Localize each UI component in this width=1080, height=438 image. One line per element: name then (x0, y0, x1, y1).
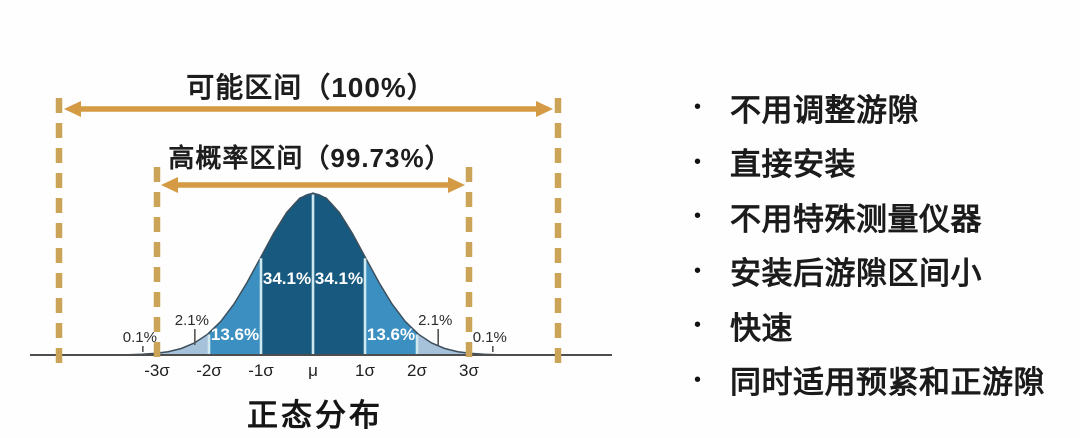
benefit-text: 不用特殊测量仪器 (730, 201, 982, 237)
bullet-icon: • (694, 96, 702, 119)
chart-svg: -3σ -2σ -1σ μ 1σ 2σ 3σ0.1%2.1%13.6%34.1% 34.1%1… (30, 98, 612, 380)
segment-label: 2.1% (175, 312, 209, 329)
bullet-icon: • (694, 259, 702, 282)
list-item: • 直接安装 (680, 135, 1076, 190)
bullet-icon: • (694, 205, 702, 228)
high-probability-interval-arrow-left-arrowhead-icon (161, 177, 178, 193)
x-tick-label: -2σ (196, 361, 222, 380)
curve-segment (417, 333, 469, 355)
possible-interval-label: 可能区间（100%） (186, 72, 436, 103)
x-tick-label: -1σ (248, 361, 274, 380)
list-item: • 安装后游隙区间小 (680, 244, 1076, 299)
x-tick-label: -3σ (144, 361, 170, 380)
benefit-text: 不用调整游隙 (730, 92, 919, 128)
benefit-text: 快速 (730, 310, 793, 346)
bullet-icon: • (694, 150, 702, 173)
normal-distribution-chart: -3σ -2σ -1σ μ 1σ 2σ 3σ 0.1% 2.1% 13.6% 34.1% 34.1% 1… (30, 72, 612, 433)
x-tick-label: 1σ (355, 361, 375, 380)
bullet-icon: • (694, 368, 702, 391)
chart-title: 正态分布 (247, 398, 383, 433)
segment-label: 34.1% (263, 269, 311, 288)
possible-interval-arrow-left-arrowhead-icon (64, 101, 81, 117)
x-tick-label: 2σ (407, 361, 427, 380)
x-tick-label: μ (308, 361, 318, 380)
possible-interval-arrow-right-arrowhead-icon (536, 101, 553, 117)
list-item: • 不用特殊测量仪器 (680, 189, 1076, 244)
list-item: • 快速 (680, 298, 1076, 353)
high-probability-interval-label: 高概率区间（99.73%） (168, 143, 452, 173)
high-probability-interval-arrow-right-arrowhead-icon (448, 177, 465, 193)
bell-curve-outline (115, 192, 511, 356)
bullet-icon: • (694, 314, 702, 337)
list-item: • 不用调整游隙 (680, 80, 1076, 135)
list-item: • 同时适用预紧和正游隙 (680, 353, 1076, 408)
segment-label: 2.1% (418, 312, 452, 329)
segment-label: 0.1% (473, 329, 507, 346)
curve-segment (157, 333, 209, 355)
segment-label: 13.6% (367, 325, 415, 344)
benefit-text: 同时适用预紧和正游隙 (730, 365, 1045, 401)
segment-label: 13.6% (211, 325, 259, 344)
benefit-text: 安装后游隙区间小 (730, 256, 982, 292)
segment-label: 0.1% (123, 329, 157, 346)
x-tick-label: 3σ (459, 361, 479, 380)
benefit-text: 直接安装 (730, 147, 856, 183)
segment-label: 34.1% (315, 269, 363, 288)
benefits-list: • 不用调整游隙 • 直接安装 • 不用特殊测量仪器 • 安装后游隙区间小 • … (680, 80, 1076, 407)
